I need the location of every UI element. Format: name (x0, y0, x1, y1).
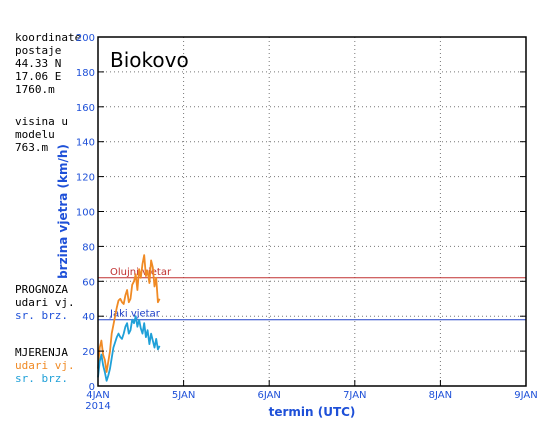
model-info-line: modelu (15, 128, 55, 141)
series-line (97, 254, 161, 373)
measured-legend-gusts: udari vj. (15, 359, 75, 372)
y-tick-label: 140 (76, 138, 95, 149)
model-height: visina u modelu 763.m (15, 115, 68, 154)
measured-legend-mean-speed: sr. brz. (15, 372, 68, 385)
model-info-line: 763.m (15, 141, 49, 154)
y-tick-label: 40 (82, 312, 95, 323)
forecast-legend-heading: PROGNOZA (15, 283, 68, 296)
x-tick-label: 8JAN (429, 390, 452, 401)
y-axis-ticks: 0 20 40 60 80 100 120 140 160 180 200 (76, 33, 526, 393)
y-tick-label: 80 (82, 242, 95, 253)
x-tick-label: 6JAN (257, 390, 280, 401)
station-info-line: 1760.m (15, 83, 55, 96)
x-axis-label: termin (UTC) (269, 405, 356, 419)
chart-title: Biokovo (110, 48, 189, 72)
station-info-line: postaje (15, 44, 62, 57)
station-coordinates: koordinate postaje 44.33 N 17.06 E 1760.… (15, 31, 81, 96)
x-tick-label: 9JAN (514, 390, 537, 401)
grid (98, 37, 526, 386)
y-axis-label: brzina vjetra (km/h) (56, 144, 70, 279)
station-info-line: 44.33 N (15, 57, 62, 70)
x-tick-label: 7JAN (343, 390, 366, 401)
reference-line-label: Jaki vjetar (109, 309, 161, 320)
y-tick-label: 120 (76, 173, 95, 184)
x-tick-label: 5JAN (172, 390, 195, 401)
measured-legend: MJERENJA udari vj. sr. brz. (15, 346, 75, 385)
forecast-legend-gusts: udari vj. (15, 296, 75, 309)
y-tick-label: 20 (82, 347, 95, 358)
x-tick-label: 4JAN (86, 390, 109, 401)
model-info-line: visina u (15, 115, 68, 128)
measured-legend-heading: MJERENJA (15, 346, 68, 359)
y-tick-label: 180 (76, 68, 95, 79)
y-tick-label: 160 (76, 103, 95, 114)
y-tick-label: 100 (76, 208, 95, 219)
y-tick-label: 60 (82, 277, 95, 288)
forecast-legend: PROGNOZA udari vj. sr. brz. (15, 283, 75, 322)
series-lines (97, 254, 161, 382)
x-tick-sublabel: 2014 (85, 401, 110, 412)
forecast-legend-mean-speed: sr. brz. (15, 309, 68, 322)
station-info-line: 17.06 E (15, 70, 62, 83)
y-tick-label: 200 (76, 33, 95, 44)
series-line (97, 315, 161, 382)
station-info-line: koordinate (15, 31, 82, 44)
y-tick-label: 0 (89, 382, 95, 393)
